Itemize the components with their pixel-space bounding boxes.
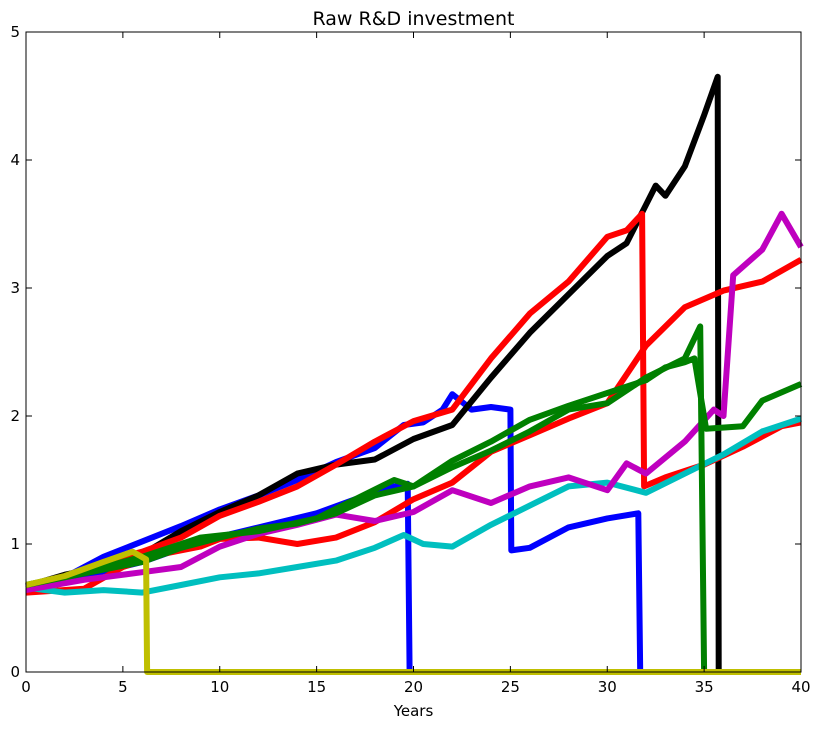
chart-title: Raw R&D investment xyxy=(313,8,515,30)
series-layer xyxy=(25,73,804,675)
ticks-layer: 0 5 10 15 20 25 30 35 40 0 1 2 3 4 5 xyxy=(10,23,810,696)
y-tick-label: 4 xyxy=(10,151,20,169)
x-tick-label: 20 xyxy=(404,678,423,696)
x-tick-label: 25 xyxy=(501,678,520,696)
series-line-3 xyxy=(25,73,801,675)
x-axis-label: Years xyxy=(393,702,434,720)
series-line-4 xyxy=(25,210,802,592)
y-tick-label: 2 xyxy=(10,407,20,425)
series-line-6 xyxy=(25,415,802,596)
y-tick-label: 0 xyxy=(10,663,20,681)
y-tick-label: 5 xyxy=(10,23,20,41)
series-line-9 xyxy=(25,355,803,588)
x-tick-label: 35 xyxy=(695,678,714,696)
y-tick-label: 3 xyxy=(10,279,20,297)
series-line-7 xyxy=(25,210,804,594)
y-tick-label: 1 xyxy=(10,535,20,553)
x-tick-label: 5 xyxy=(118,678,128,696)
x-tick-label: 40 xyxy=(791,678,810,696)
x-tick-label: 10 xyxy=(210,678,229,696)
x-tick-label: 30 xyxy=(598,678,617,696)
x-tick-label: 0 xyxy=(21,678,31,696)
x-tick-label: 15 xyxy=(307,678,326,696)
